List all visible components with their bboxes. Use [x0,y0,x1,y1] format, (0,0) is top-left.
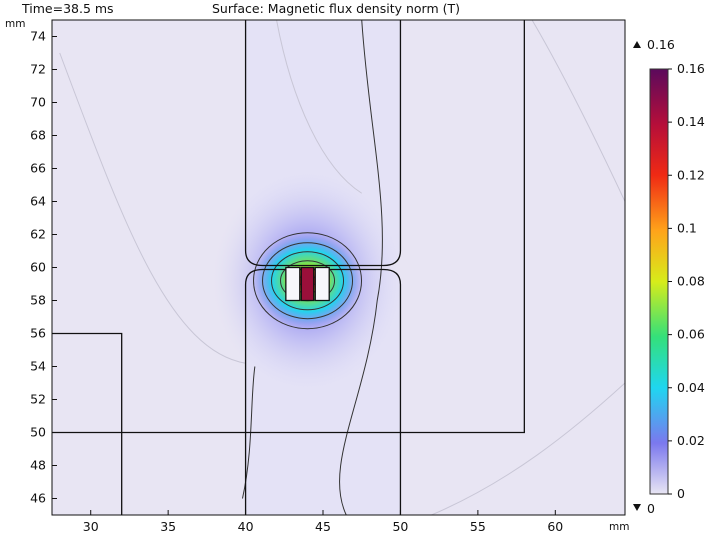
y-tick-label: 46 [30,491,46,506]
vertical-bar-region [245,20,401,515]
y-tick-label: 54 [30,359,46,374]
colorbar-min-label: 0 [647,501,655,516]
y-unit-label: mm [5,18,25,30]
faint-contour [276,20,362,194]
y-tick-label: 52 [30,392,46,407]
y-tick-label: 64 [30,194,46,209]
x-tick-label: 45 [315,519,331,534]
colorbar-tick-label: 0.1 [677,220,697,235]
y-ticks: 46 48 50 52 54 56 58 60 62 64 66 68 70 72 74 [30,29,57,506]
upper-bar-outline [244,20,402,267]
y-tick-label: 66 [30,161,46,176]
colorbar-tick-label: 0 [677,486,685,501]
y-tick-label: 56 [30,326,46,341]
contour-line [253,232,363,330]
colorbar-max-label: 0.16 [647,37,675,52]
colorbar-tick-label: 0.02 [677,433,705,448]
y-tick-label: 72 [30,62,46,77]
colorbar-tick-label: 0.08 [677,274,705,289]
geometry-outline [52,20,525,515]
right-L-outline [52,20,525,434]
time-label: Time=38.5 ms [21,1,114,16]
colorbar-tick-label: 0.06 [677,327,705,342]
y-tick-label: 48 [30,458,46,473]
y-tick-label: 50 [30,425,46,440]
x-tick-label: 40 [238,519,254,534]
contour-line [262,242,354,320]
x-ticks: 30 35 40 45 50 55 60 [83,510,563,534]
surface-title: Surface: Magnetic flux density norm (T) [212,1,460,16]
colorbar: 0.16 0 0.16 0.14 0.12 0.1 0.08 0.06 0.04 0.02 0 [633,37,705,516]
x-tick-label: 50 [392,519,408,534]
faint-contour [59,52,246,364]
y-tick-label: 58 [30,293,46,308]
field-surface [52,20,625,515]
y-tick-label: 70 [30,95,46,110]
y-tick-label: 74 [30,29,46,44]
coil-slot [314,266,330,302]
y-tick-label: 68 [30,128,46,143]
contour-line [271,251,345,311]
coil-winding [300,266,315,302]
x-tick-label: 35 [160,519,176,534]
y-tick-label: 60 [30,260,46,275]
colorbar-ticks: 0.16 0.14 0.12 0.1 0.08 0.06 0.04 0.02 0 [668,61,705,501]
x-tick-label: 55 [470,519,486,534]
colorbar-tick-label: 0.12 [677,167,705,182]
left-L-outline [52,332,123,515]
colorbar-tick-label: 0.14 [677,114,705,129]
colorbar-tick-label: 0.04 [677,380,705,395]
colorbar-tick-label: 0.16 [677,61,705,76]
x-tick-label: 30 [83,519,99,534]
faint-contour [431,382,625,515]
faint-contour [531,20,625,202]
coil-slot [285,266,301,302]
max-marker-icon [633,41,641,48]
min-marker-icon [633,504,641,511]
contour-line [339,20,383,515]
x-tick-label: 60 [547,519,563,534]
faint-contours [59,20,625,515]
x-unit-label: mm [609,521,629,533]
y-tick-label: 62 [30,227,46,242]
colorbar-gradient [649,68,669,495]
